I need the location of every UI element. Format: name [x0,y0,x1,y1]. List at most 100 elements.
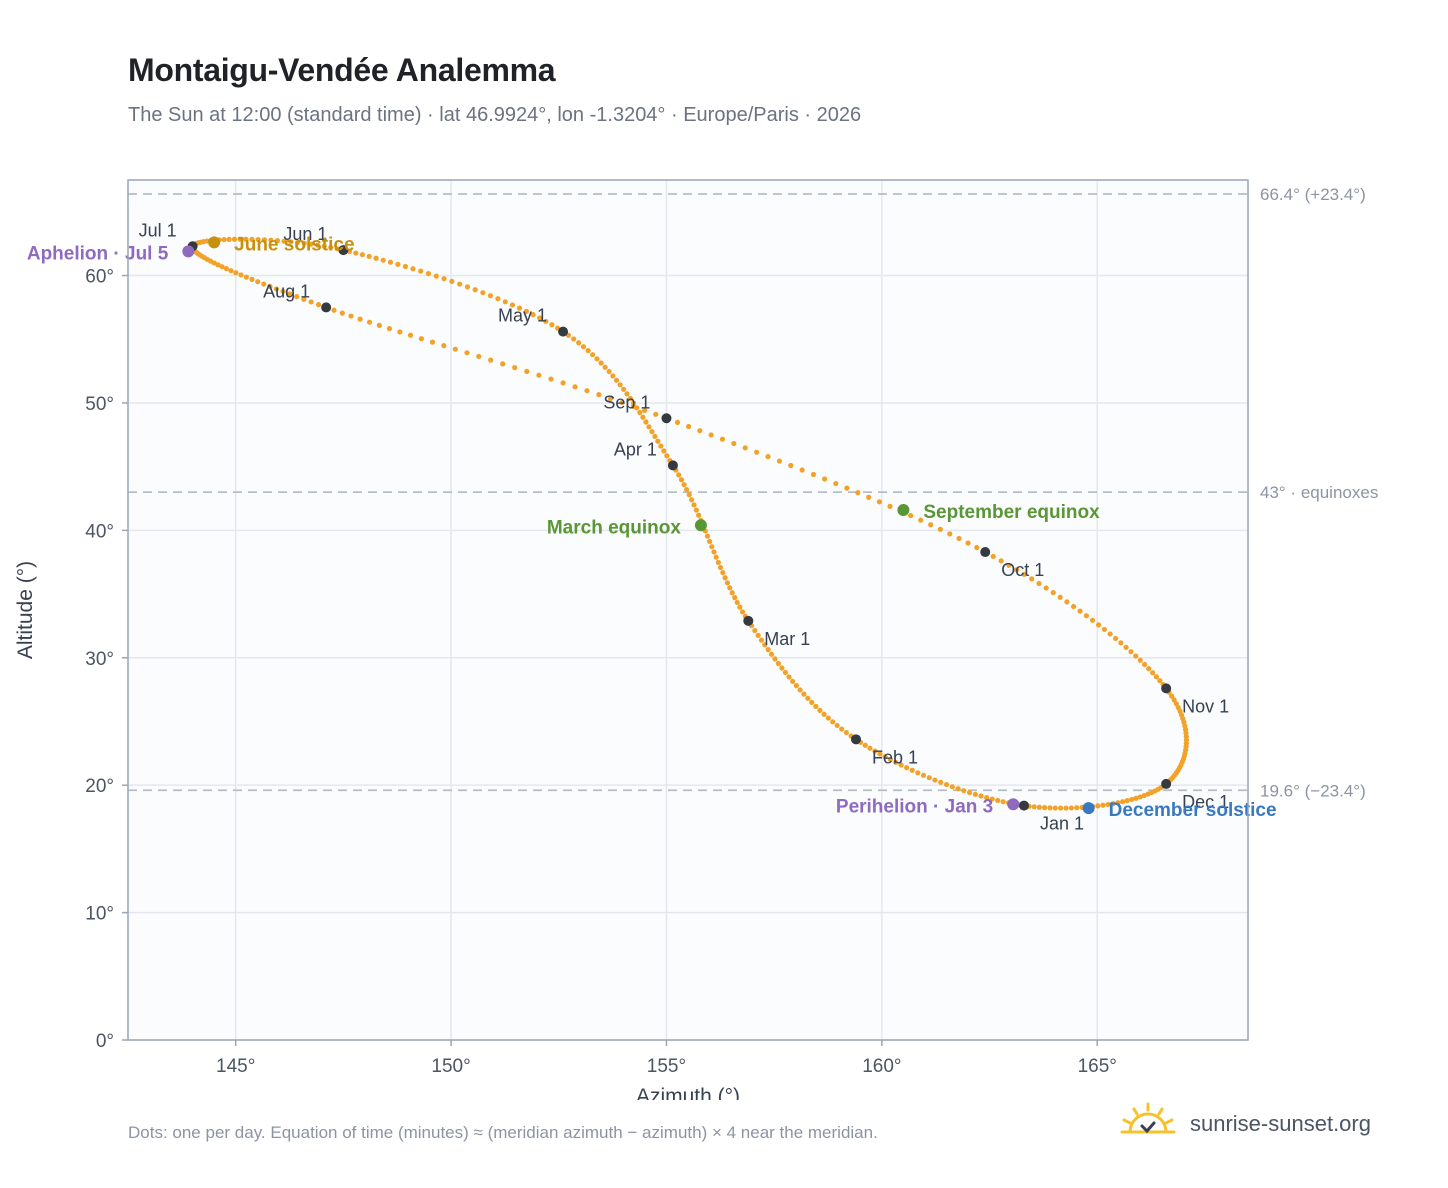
event-label: March equinox [547,517,682,538]
daily-sun-dot [893,759,899,765]
daily-sun-dot [1058,805,1064,811]
daily-sun-dot [543,318,549,324]
daily-sun-dot [386,326,393,332]
daily-sun-dot [737,604,743,610]
daily-sun-dot [862,742,868,748]
daily-sun-dot [231,236,238,242]
daily-sun-dot [425,270,432,277]
daily-sun-dot [786,674,792,680]
daily-sun-dot [308,241,314,247]
daily-sun-dot [223,266,230,272]
daily-sun-dot [989,796,995,802]
daily-sun-dot [472,287,478,293]
daily-sun-dot [915,770,921,776]
month-marker-label: Sep 1 [603,392,650,412]
daily-sun-dot [844,485,850,491]
daily-sun-dot [585,348,591,354]
daily-sun-dot [653,411,659,417]
daily-sun-dot [1137,794,1143,800]
daily-sun-dot [686,423,692,430]
daily-sun-dot [357,316,363,322]
daily-sun-dot [502,299,508,305]
daily-sun-dot [606,368,612,375]
daily-sun-dot [366,253,372,260]
x-tick-label: 155° [647,1056,686,1077]
event-label: Perihelion · Jan 3 [836,796,993,817]
daily-sun-dot [315,242,321,248]
daily-sun-dot [308,299,314,305]
month-marker [1161,778,1172,789]
daily-sun-dot [978,793,984,799]
daily-sun-dot [686,492,692,498]
event-marker [208,236,221,249]
daily-sun-dot [768,651,775,657]
daily-sun-dot [717,564,724,571]
daily-sun-dot [215,262,221,268]
daily-sun-dot [813,703,819,709]
daily-sun-dot [387,259,394,265]
daily-sun-dot [1110,801,1116,807]
daily-sun-dot [488,357,494,363]
daily-sun-dot [509,302,516,308]
daily-sun-dot [407,332,414,338]
daily-sun-dot [226,236,232,242]
daily-sun-dot [560,380,566,386]
daily-sun-dot [713,554,719,560]
daily-sun-dot [1105,801,1111,808]
daily-sun-dot [1074,805,1080,811]
daily-sun-dot [898,762,904,768]
month-marker [321,302,332,313]
daily-sun-dot [621,386,627,392]
daily-sun-dot [294,294,300,300]
daily-sun-dot [752,627,758,634]
brand-logo[interactable]: sunrise-sunset.org [1120,1100,1420,1150]
y-axis-title: Altitude (°) [14,561,37,659]
brand-text: sunrise-sunset.org [1190,1111,1371,1136]
daily-sun-dot [500,361,506,367]
daily-sun-dot [237,236,243,242]
daily-sun-dot [943,781,950,788]
daily-sun-dot [268,237,274,243]
y-tick-label: 0° [96,1031,114,1052]
daily-sun-dot [288,239,294,245]
daily-sun-dot [287,291,293,297]
daily-sun-dot [732,595,738,601]
daily-sun-dot [904,765,910,771]
daily-sun-dot [918,517,924,523]
y-tick-label: 20° [85,776,114,797]
daily-sun-dot [797,687,803,693]
sun-logo-icon [1120,1102,1176,1134]
daily-sun-dot [359,252,365,258]
plot-frame [127,179,1249,1041]
daily-sun-dot [548,376,554,382]
daily-sun-dot [765,454,771,460]
daily-sun-dot [537,315,543,321]
daily-sun-dot [664,453,670,459]
daily-sun-dot [909,767,915,773]
daily-sun-dot [1021,571,1027,577]
analemma-chart: 66.4° (+23.4°) 43° · equinoxes 19.6° (−23.… [14,179,1378,1100]
daily-sun-dot [630,403,637,410]
daily-sun-dot [1137,657,1143,663]
event-marker [1007,798,1020,811]
daily-sun-dot [238,272,244,278]
month-marker-label: Nov 1 [1182,696,1229,716]
daily-sun-dot [655,438,661,444]
daily-sun-dot [1036,804,1042,810]
daily-sun-dot [661,448,667,454]
daily-sun-dot [1043,585,1049,591]
event-marker [897,503,910,516]
month-marker-label: Jan 1 [1040,814,1084,834]
daily-sun-dot [1000,799,1006,805]
daily-sun-dot [1115,800,1121,806]
daily-sun-dot [1047,805,1053,811]
daily-sun-dot [1095,803,1101,809]
daily-sun-dot [872,748,878,754]
daily-sun-dot [642,407,648,413]
daily-sun-dot [219,264,225,270]
daily-sun-dot [1042,805,1048,811]
daily-sun-dot [610,373,616,379]
daily-sun-dot [530,312,536,318]
month-marker [851,734,861,745]
daily-sun-dot [867,745,873,751]
